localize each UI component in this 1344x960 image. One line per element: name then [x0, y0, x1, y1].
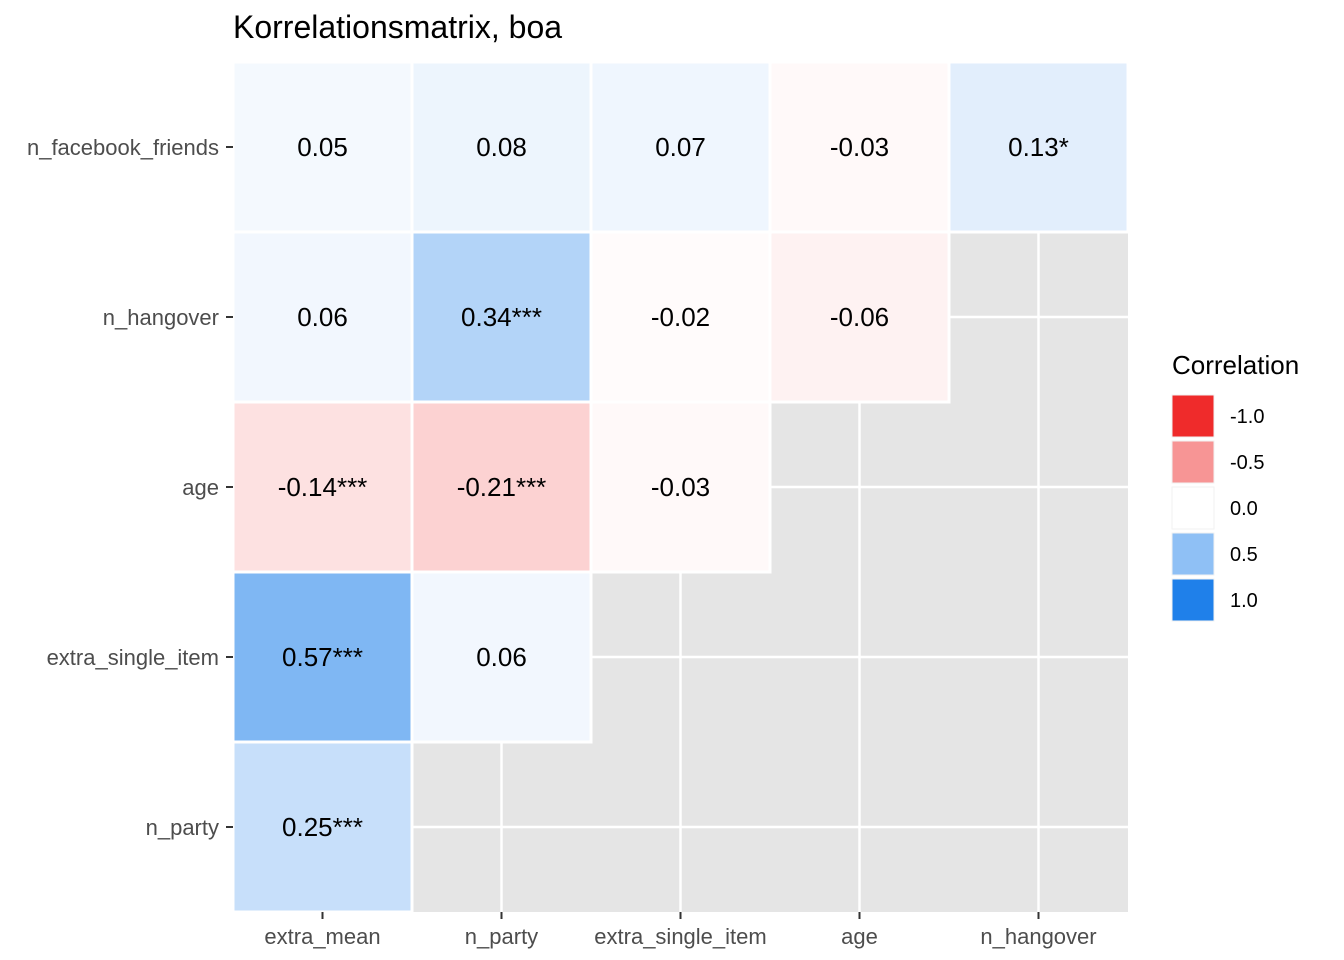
- heatmap-cell: [231, 400, 414, 574]
- legend-key: [1171, 394, 1215, 438]
- heatmap-cell: [589, 400, 772, 574]
- legend-key: [1171, 486, 1215, 530]
- cell-label: 0.05: [297, 132, 348, 162]
- y-tick-label: n_party: [146, 815, 219, 840]
- legend-title: Correlation: [1172, 350, 1299, 380]
- cell-label: 0.07: [655, 132, 706, 162]
- legend-label: 1.0: [1230, 590, 1258, 612]
- heatmap-cell: [410, 570, 593, 744]
- y-tick-label: age: [182, 475, 219, 500]
- heatmap-cell: [768, 60, 951, 234]
- heatmap-cells: 0.05 0.08 0.07 -0.03 0.13* 0.06 0.34*** -0.02 -0…: [231, 60, 1130, 914]
- x-axis: extra_mean n_party extra_single_item age n_h…: [264, 912, 1097, 949]
- legend-key: [1171, 532, 1215, 576]
- cell-label: -0.06: [830, 302, 889, 332]
- x-tick-label: n_hangover: [980, 924, 1096, 949]
- heatmap-cell: [947, 60, 1130, 234]
- cell-label: 0.57***: [282, 642, 363, 672]
- cell-label: 0.13*: [1008, 132, 1069, 162]
- heatmap-cell: [768, 230, 951, 404]
- chart-title: Korrelationsmatrix, boa: [233, 9, 562, 45]
- x-tick-label: n_party: [465, 924, 538, 949]
- x-tick-label: extra_mean: [264, 924, 380, 949]
- legend-label: 0.5: [1230, 544, 1258, 566]
- x-tick-label: extra_single_item: [594, 924, 766, 949]
- heatmap-cell: [589, 230, 772, 404]
- cell-label: 0.08: [476, 132, 527, 162]
- cell-label: -0.14***: [278, 472, 368, 502]
- y-tick-label: extra_single_item: [47, 645, 219, 670]
- heatmap-cell: [410, 230, 593, 404]
- x-tick-label: age: [841, 924, 878, 949]
- legend-key: [1171, 440, 1215, 484]
- cell-label: -0.03: [830, 132, 889, 162]
- heatmap-cell: [410, 400, 593, 574]
- cell-label: 0.25***: [282, 812, 363, 842]
- legend-label: -0.5: [1230, 452, 1264, 474]
- legend-label: -1.0: [1230, 406, 1264, 428]
- legend-key: [1171, 578, 1215, 622]
- cell-label: -0.03: [651, 472, 710, 502]
- heatmap-cell: [589, 60, 772, 234]
- legend-label: 0.0: [1230, 498, 1258, 520]
- cell-label: -0.21***: [457, 472, 547, 502]
- cell-label: 0.06: [476, 642, 527, 672]
- cell-label: 0.06: [297, 302, 348, 332]
- y-tick-label: n_facebook_friends: [27, 135, 219, 160]
- heatmap-cell: [231, 230, 414, 404]
- cell-label: -0.02: [651, 302, 710, 332]
- legend: Correlation -1.0 -0.5 0.0 0.5 1.0: [1171, 350, 1299, 622]
- cell-label: 0.34***: [461, 302, 542, 332]
- y-tick-label: n_hangover: [103, 305, 219, 330]
- heatmap-cell: [231, 740, 414, 914]
